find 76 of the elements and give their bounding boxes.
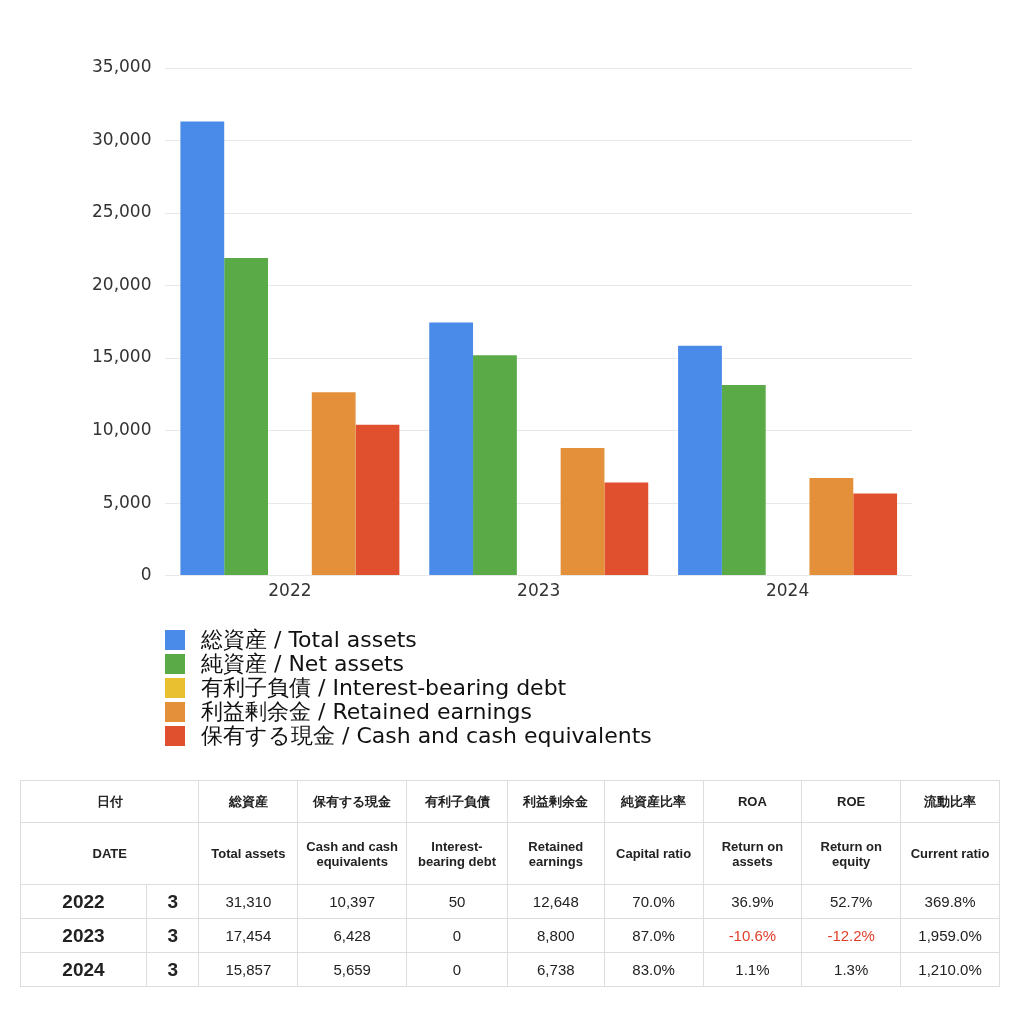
text: 52.7% [829,893,873,910]
text: 17,454 [225,927,272,944]
text: Cash and cash equivalents [306,838,399,869]
category-label: 純資産比率 [604,780,703,823]
text: Retained earnings [528,838,584,869]
text: 31,310 [225,893,272,910]
bar [355,424,400,576]
text: 1.1% [735,961,770,978]
category-label: 総資産 [198,780,298,823]
text: Return on assets [721,838,784,869]
text: Capital ratio [616,846,692,861]
text: 2022 [62,890,105,912]
category-label: ROE [801,780,901,823]
bar [809,477,854,576]
text: 2023 [62,924,105,946]
text: 83.0% [632,961,675,978]
bar [180,121,225,576]
y-tick-label: 35,000 [92,56,152,77]
text: 2024 [62,958,105,980]
text: 0 [452,927,462,944]
legend-label: 総資産 / Total assets [201,626,417,652]
bar [560,447,605,576]
text: 0 [452,961,462,978]
bar [224,257,269,576]
y-tick-label: 10,000 [92,418,152,439]
bar [473,355,517,576]
text: 1,959.0% [918,927,982,944]
category-label: 流動比率 [900,780,1000,823]
text: 8,800 [537,927,575,944]
text: Interest-bearing debt [418,838,497,869]
text: 36.9% [731,893,774,910]
legend-label: 有利子負債 / Interest-bearing debt [201,675,567,701]
text: 87.0% [632,927,675,944]
y-tick-label: 0 [140,564,152,585]
text: 70.0% [632,893,675,910]
category-label: ROA [703,780,802,823]
text: Total assets [211,846,286,861]
text: 3 [167,924,179,946]
bar [311,392,356,576]
x-tick-label: 2023 [517,580,561,601]
y-tick-label: 25,000 [92,201,152,222]
text: 6,428 [333,927,371,944]
category-label: 日付 [20,780,199,823]
text: 1.3% [834,961,869,978]
category-label: 利益剰余金 [507,780,605,823]
bar [429,322,474,576]
text: 15,857 [225,961,272,978]
text: 6,738 [537,961,575,978]
bar [678,345,722,576]
legend-label: 保有する現金 / Cash and cash equivalents [201,723,652,750]
category-label: 有利子負債 [406,780,508,823]
text: 3 [167,958,179,980]
text: Return on equity [820,838,882,869]
text: 50 [448,893,466,910]
text: 369.8% [924,893,976,910]
x-tick-label: 2022 [268,580,312,601]
y-tick-label: 5,000 [102,491,152,512]
text: 5,659 [333,961,371,978]
category-label: 保有する現金 [297,780,407,823]
y-tick-label: 20,000 [92,273,152,294]
text: 3 [167,890,179,912]
bar [604,482,649,576]
legend-label: 純資産 / Net assets [201,651,405,677]
text: DATE [92,846,127,861]
text: 1,210.0% [918,961,982,978]
text: 10,397 [329,893,376,910]
text: -12.2% [827,927,875,944]
text: 12,648 [532,893,579,910]
bar [853,493,898,576]
x-tick-label: 2024 [765,580,810,601]
bar [721,384,766,576]
legend-label: 利益剰余金 / Retained earnings [201,699,532,725]
text: Current ratio [910,846,990,861]
y-tick-label: 30,000 [92,128,152,149]
text: -10.6% [728,927,777,944]
y-tick-label: 15,000 [92,346,152,367]
